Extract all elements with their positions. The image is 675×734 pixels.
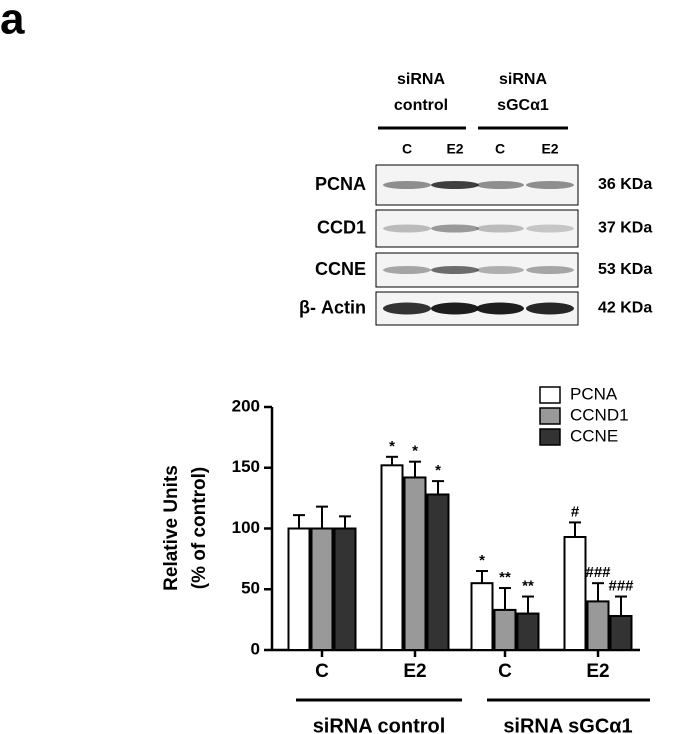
lane-label: C <box>495 141 505 157</box>
blot-band <box>431 181 479 189</box>
significance-label: ** <box>499 569 511 586</box>
y-tick-label: 200 <box>232 396 260 415</box>
x-tick-label: C <box>315 661 329 682</box>
blot-size-label: 36 KDa <box>598 176 652 193</box>
blot-band <box>383 302 431 315</box>
significance-label: * <box>479 552 485 569</box>
blot-row-label: CCNE <box>315 259 366 279</box>
y-axis-label: (% of control) <box>189 467 210 589</box>
blot-band <box>476 181 524 189</box>
legend-swatch <box>539 386 561 404</box>
blot-group-label: siRNA <box>499 71 547 88</box>
blot-group-label: sGCα1 <box>497 97 549 114</box>
significance-label: * <box>435 462 441 479</box>
blot-band <box>383 224 431 233</box>
significance-label: ### <box>585 564 611 581</box>
legend-label: PCNA <box>570 384 618 403</box>
blot-band <box>526 302 574 315</box>
blot-row-label: β- Actin <box>299 297 366 317</box>
blot-band <box>526 224 574 233</box>
blot-band <box>431 224 479 233</box>
lane-label: C <box>402 141 412 157</box>
blot-group-label: siRNA <box>397 71 445 88</box>
legend-label: CCNE <box>570 426 618 445</box>
blot-group-label: control <box>394 97 448 114</box>
x-tick-label: E2 <box>586 661 609 682</box>
blot-band <box>431 266 479 274</box>
x-tick-label: C <box>498 661 512 682</box>
blot-row-label: PCNA <box>315 174 366 194</box>
bar <box>586 600 610 652</box>
significance-label: ### <box>608 578 634 595</box>
y-tick-label: 150 <box>232 457 260 476</box>
significance-label: * <box>412 443 418 460</box>
lane-label: E2 <box>541 141 558 157</box>
bar <box>380 464 404 651</box>
group-label: siRNA sGCα1 <box>503 715 632 734</box>
bar <box>470 582 494 651</box>
bar <box>563 536 587 652</box>
bar <box>426 493 450 652</box>
blot-box <box>375 209 579 248</box>
y-axis-label: Relative Units <box>161 465 182 591</box>
blot-size-label: 37 KDa <box>598 220 652 237</box>
y-tick-label: 100 <box>232 518 260 537</box>
bar <box>609 614 633 651</box>
significance-label: # <box>571 503 580 520</box>
blot-band <box>526 181 574 189</box>
panel-label: a <box>0 0 25 44</box>
blot-band <box>476 266 524 274</box>
blot-band <box>383 181 431 189</box>
legend-swatch <box>539 407 561 425</box>
group-label: siRNA control <box>313 715 446 734</box>
bar <box>493 608 517 652</box>
blot-size-label: 53 KDa <box>598 261 652 278</box>
bar <box>333 527 357 651</box>
legend-label: CCND1 <box>570 405 629 424</box>
bar <box>516 612 540 651</box>
blot-row-label: CCD1 <box>317 217 366 237</box>
blot-band <box>431 302 479 315</box>
x-tick-label: E2 <box>403 661 426 682</box>
lane-label: E2 <box>446 141 463 157</box>
blot-band <box>526 266 574 274</box>
y-tick-label: 0 <box>251 639 260 658</box>
significance-label: ** <box>522 578 534 595</box>
bar <box>310 527 334 651</box>
blot-band <box>476 224 524 233</box>
bar <box>403 476 427 651</box>
significance-label: * <box>389 438 395 455</box>
y-tick-label: 50 <box>241 579 260 598</box>
bar <box>287 527 311 651</box>
blot-size-label: 42 KDa <box>598 300 652 317</box>
legend-swatch <box>539 428 561 446</box>
blot-band <box>476 302 524 315</box>
blot-band <box>383 266 431 274</box>
